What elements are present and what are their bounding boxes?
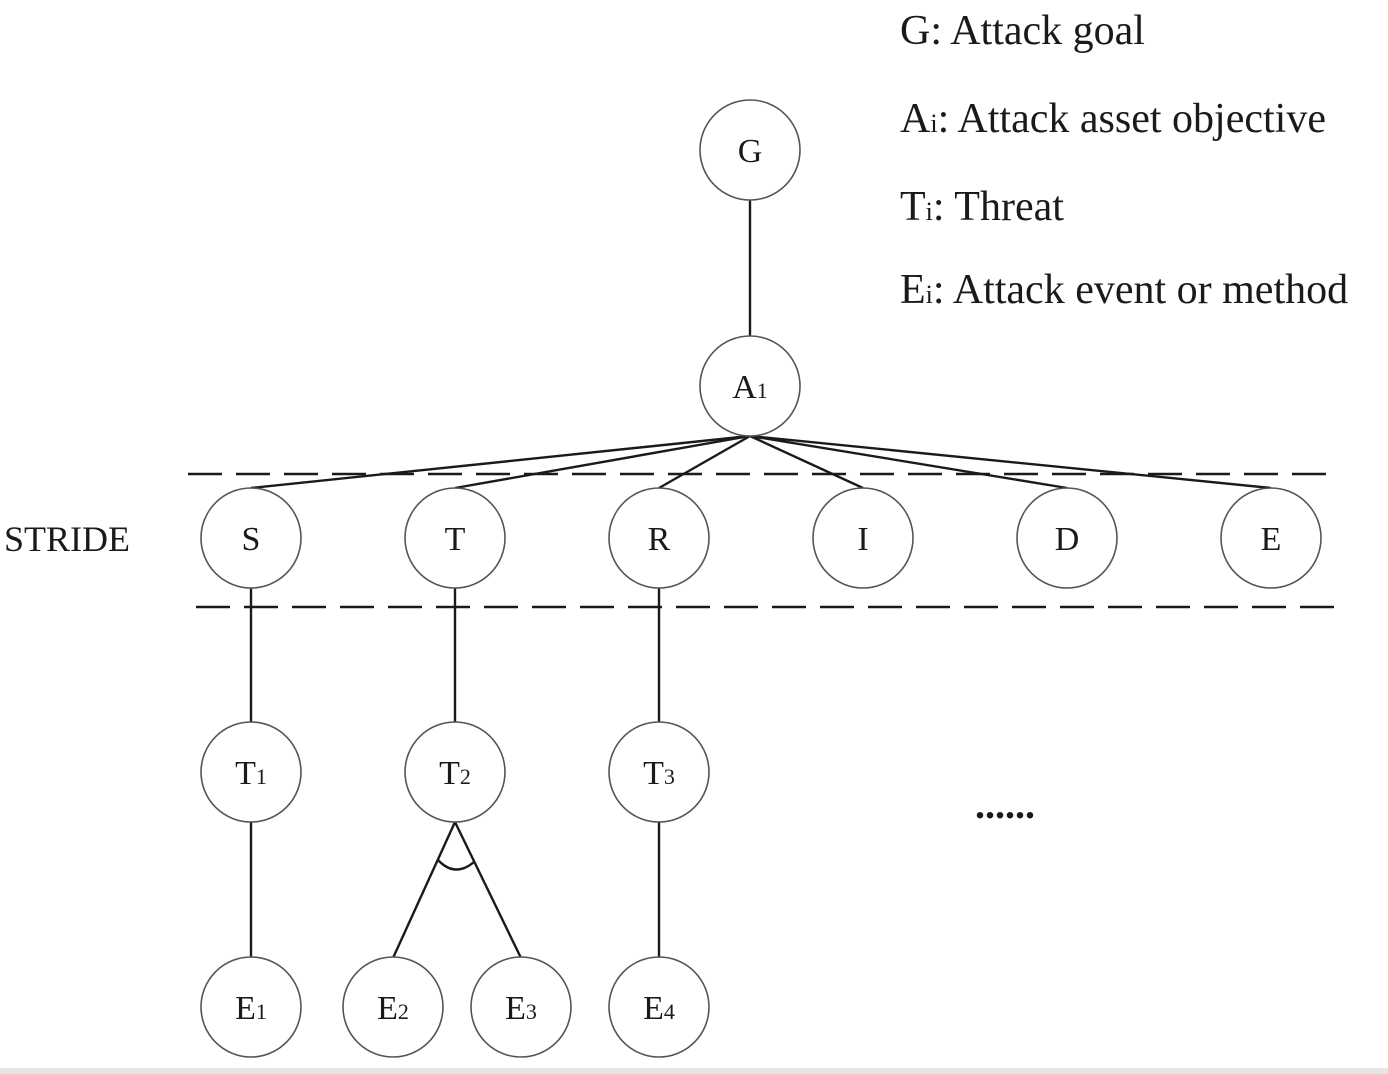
stride-row: S T R I D E (200, 487, 1322, 589)
node-event-e4: E4 (608, 956, 710, 1058)
legend-item-goal: G: Attack goal (900, 8, 1145, 54)
legend-item-asset: Ai: Attack asset objective (900, 96, 1326, 142)
node-event-e2: E2 (342, 956, 444, 1058)
legend: G: Attack goal Ai: Attack asset objectiv… (900, 8, 1348, 313)
node-stride-r: R (608, 487, 710, 589)
node-threat-t1: T1 (200, 721, 302, 823)
stride-label: STRIDE (4, 519, 130, 559)
svg-text:R: R (648, 521, 671, 558)
node-threat-t2: T2 (404, 721, 506, 823)
svg-text:D: D (1055, 521, 1080, 558)
node-event-e3: E3 (470, 956, 572, 1058)
edge-asset-d (749, 434, 1068, 490)
node-goal: G (699, 99, 801, 201)
svg-text:E4: E4 (643, 990, 675, 1027)
node-stride-i: I (812, 487, 914, 589)
node-asset: A1 (699, 335, 801, 437)
more-ellipsis: ...... (975, 782, 1035, 827)
edge-asset-i (749, 434, 864, 490)
svg-text:T3: T3 (643, 755, 675, 792)
node-circle (699, 99, 801, 201)
svg-text:I: I (857, 521, 868, 558)
svg-text:A1: A1 (732, 369, 768, 406)
edge-asset-t (454, 434, 751, 490)
svg-text:T1: T1 (235, 755, 267, 792)
svg-text:E3: E3 (505, 990, 537, 1027)
threat-row: T1 T2 T3 (200, 721, 710, 823)
svg-text:E1: E1 (235, 990, 267, 1027)
event-row: E1 E2 E3 E4 (200, 956, 710, 1058)
edges (249, 200, 1272, 959)
and-arc (437, 859, 475, 871)
node-stride-s: S (200, 487, 302, 589)
node-threat-t3: T3 (608, 721, 710, 823)
node-stride-t: T (404, 487, 506, 589)
svg-text:S: S (242, 521, 261, 558)
edge-asset-s (250, 434, 751, 490)
svg-text:G: G (738, 133, 763, 170)
edge-asset-e (749, 434, 1272, 490)
edge-t2-e2 (391, 821, 457, 959)
node-event-e1: E1 (200, 956, 302, 1058)
edge-asset-r (658, 434, 751, 490)
legend-item-threat: Ti: Threat (900, 184, 1064, 230)
legend-item-event: Ei: Attack event or method (900, 267, 1348, 313)
svg-text:T2: T2 (439, 755, 471, 792)
bottom-border (0, 1068, 1388, 1074)
node-stride-d: D (1016, 487, 1118, 589)
node-circle (699, 335, 801, 437)
svg-text:E: E (1261, 521, 1282, 558)
node-stride-e: E (1220, 487, 1322, 589)
svg-text:E2: E2 (377, 990, 409, 1027)
svg-text:T: T (445, 521, 466, 558)
edge-t2-e3 (453, 821, 523, 959)
